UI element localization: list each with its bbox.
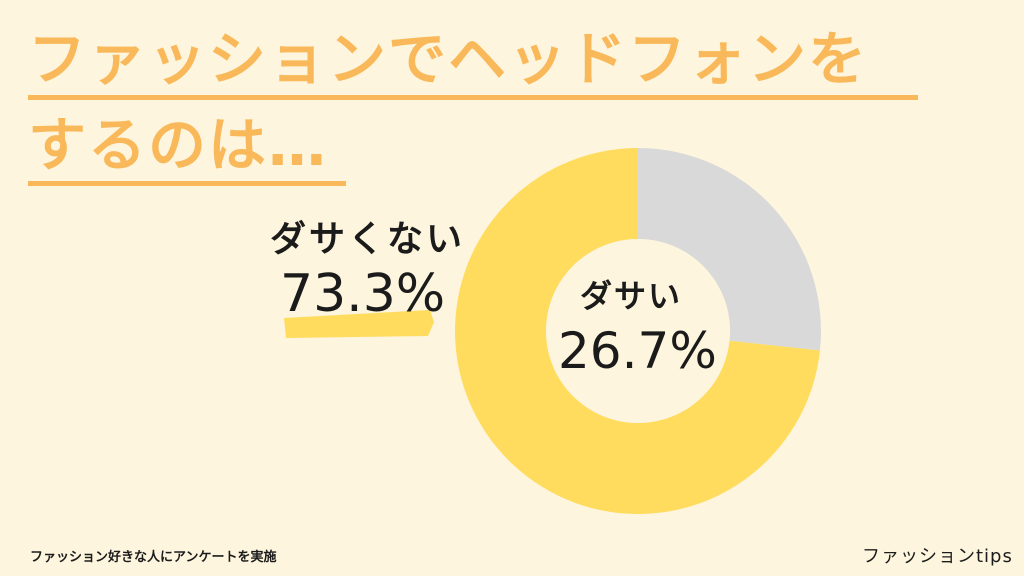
brand-name: ファッションtips <box>862 546 1013 567</box>
label-highlight-marker <box>284 310 434 338</box>
slice-label-dasai-name: ダサい <box>580 277 683 315</box>
slice-label-dasai-value: 26.7% <box>558 322 717 380</box>
survey-note: ファッション好きな人にアンケートを実施 <box>30 550 277 565</box>
page-title-line-2: するのは… <box>28 111 329 179</box>
donut-slice-not-dasai <box>454 148 820 514</box>
page-title-line-1: ファッションでヘッドフォンを <box>28 25 869 93</box>
donut-slice-dasai <box>638 148 821 351</box>
slice-label-not-dasai-name: ダサくない <box>270 219 466 260</box>
slice-label-not-dasai-value: 73.3% <box>280 264 446 324</box>
title-underline-2 <box>28 181 346 186</box>
title-underline-1 <box>28 95 918 100</box>
donut-hole <box>546 239 730 423</box>
